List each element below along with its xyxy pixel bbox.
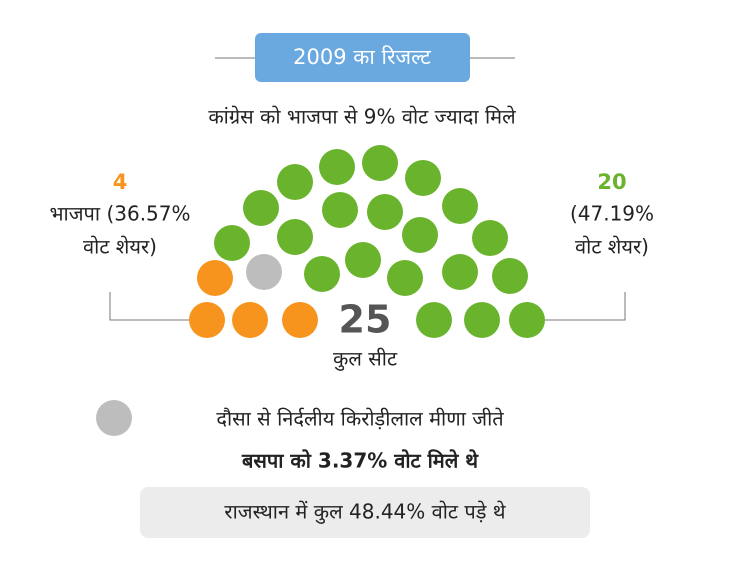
seat	[304, 256, 340, 292]
footer: राजस्थान में कुल 48.44% वोट पड़े थे	[224, 500, 506, 525]
seat	[197, 260, 233, 296]
party-label: (47.19%	[570, 202, 654, 226]
seat	[232, 302, 268, 338]
header-title: 2009 का रिजल्ट	[293, 45, 431, 69]
total-label: कुल सीट	[333, 347, 398, 372]
seat	[387, 260, 423, 296]
seat	[189, 302, 225, 338]
seat	[405, 160, 441, 196]
seat	[277, 219, 313, 255]
party-label: भाजपा (36.57%	[49, 202, 190, 226]
total-seats: 25	[339, 298, 392, 342]
seat	[362, 145, 398, 181]
seat	[214, 225, 250, 261]
legend-dot	[96, 400, 132, 436]
seat	[402, 217, 438, 253]
seat	[282, 302, 318, 338]
seat	[367, 194, 403, 230]
seat	[442, 254, 478, 290]
note: दौसा से निर्दलीय किरोड़ीलाल मीणा जीते	[216, 407, 504, 431]
seat	[509, 302, 545, 338]
seat	[345, 242, 381, 278]
seat	[442, 188, 478, 224]
seat-count: 4	[113, 170, 128, 194]
seat	[492, 258, 528, 294]
party-label: वोट शेयर)	[575, 235, 649, 259]
seat	[277, 164, 313, 200]
party-label: वोट शेयर)	[83, 235, 157, 259]
seat	[246, 254, 282, 290]
footer-box	[140, 487, 590, 538]
seat	[322, 192, 358, 228]
seat	[243, 190, 279, 226]
seat	[472, 220, 508, 256]
seat	[319, 149, 355, 185]
seat-count: 20	[597, 170, 626, 194]
seat	[416, 302, 452, 338]
note-bold: बसपा को 3.37% वोट मिले थे	[241, 449, 479, 473]
bracket	[109, 292, 190, 321]
subtitle: कांग्रेस को भाजपा से 9% वोट ज्यादा मिले	[208, 105, 516, 129]
seat	[464, 302, 500, 338]
seats	[189, 145, 545, 338]
header-box	[255, 33, 470, 82]
bracket	[545, 292, 626, 321]
